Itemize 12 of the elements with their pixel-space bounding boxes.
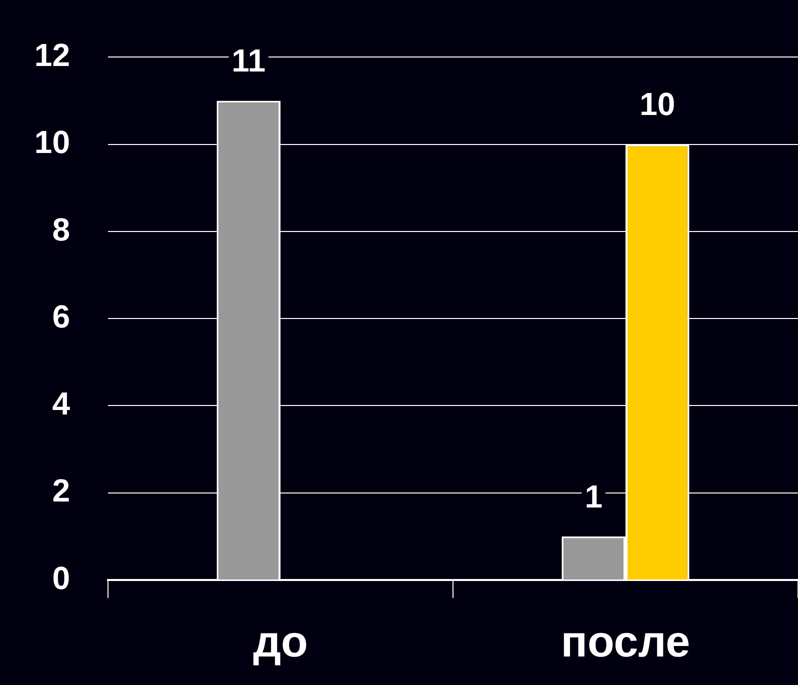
y-tick-label: 2 bbox=[52, 472, 70, 509]
x-tick-label: до bbox=[253, 618, 308, 667]
y-tick-label: 10 bbox=[34, 124, 70, 160]
y-tick-label: 12 bbox=[34, 37, 70, 74]
y-tick-label: 8 bbox=[52, 211, 70, 248]
y-tick-label: 4 bbox=[52, 386, 70, 422]
y-tick-label: 0 bbox=[52, 560, 70, 596]
data-label: 11 bbox=[232, 42, 266, 79]
y-tick-label: 6 bbox=[52, 298, 70, 334]
data-label: 1 bbox=[584, 478, 602, 514]
data-label: 10 bbox=[640, 86, 676, 122]
x-tick-label: после bbox=[560, 618, 690, 667]
